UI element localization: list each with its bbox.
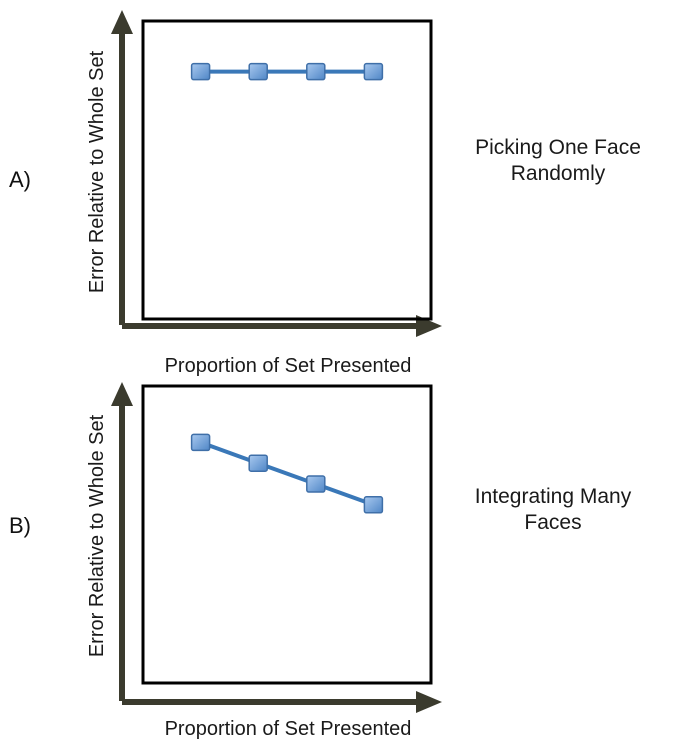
side-label-b-line-1: Integrating Many: [475, 485, 632, 508]
side-label-a-line-2: Randomly: [511, 162, 606, 185]
x-axis-arrowhead-b: [416, 691, 442, 713]
panel-label-b: B): [9, 513, 31, 538]
x-axis-label-b: Proportion of Set Presented: [165, 718, 412, 740]
plot-frame-a: [141, 19, 433, 321]
y-axis-label-a: Error Relative to Whole Set: [86, 50, 108, 293]
panel-b: B) Error Relative to Whole Set Proportio…: [9, 382, 632, 740]
data-point-a-2: [248, 62, 268, 81]
data-point-a-3: [306, 62, 326, 81]
plot-frame-b: [141, 384, 433, 685]
series-line-b: [199, 440, 375, 507]
y-axis-arrowhead-a: [111, 10, 133, 34]
plot-area-a: [190, 62, 384, 81]
panel-label-a: A): [9, 167, 31, 192]
x-axis-label-a: Proportion of Set Presented: [165, 355, 412, 377]
data-point-b-2: [248, 454, 268, 472]
data-point-b-3: [306, 475, 326, 493]
side-label-a-line-1: Picking One Face: [475, 136, 641, 159]
data-point-a-1: [190, 62, 211, 81]
y-axis-arrowhead-b: [111, 382, 133, 406]
data-point-b-4: [363, 496, 384, 514]
plot-area-b: [190, 433, 384, 514]
side-label-b-line-2: Faces: [524, 511, 581, 534]
data-point-b-1: [190, 433, 211, 452]
data-point-a-4: [363, 62, 384, 81]
y-axis-label-b: Error Relative to Whole Set: [86, 414, 108, 657]
panel-a: A) Error Relative to Whole Set Proportio…: [9, 10, 641, 377]
